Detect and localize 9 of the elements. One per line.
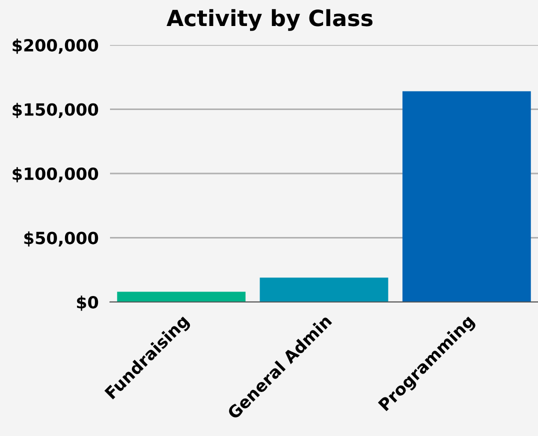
y-tick-label: $200,000: [12, 38, 98, 54]
bar: [260, 278, 388, 302]
bar: [402, 91, 531, 302]
y-tick-label: $100,000: [12, 167, 98, 182]
y-tick-label: $150,000: [12, 102, 98, 118]
y-tick-label: $50,000: [24, 231, 98, 247]
y-tick-label: $0: [77, 296, 98, 311]
bar: [117, 292, 246, 302]
chart-title: Activity by Class: [166, 9, 372, 31]
